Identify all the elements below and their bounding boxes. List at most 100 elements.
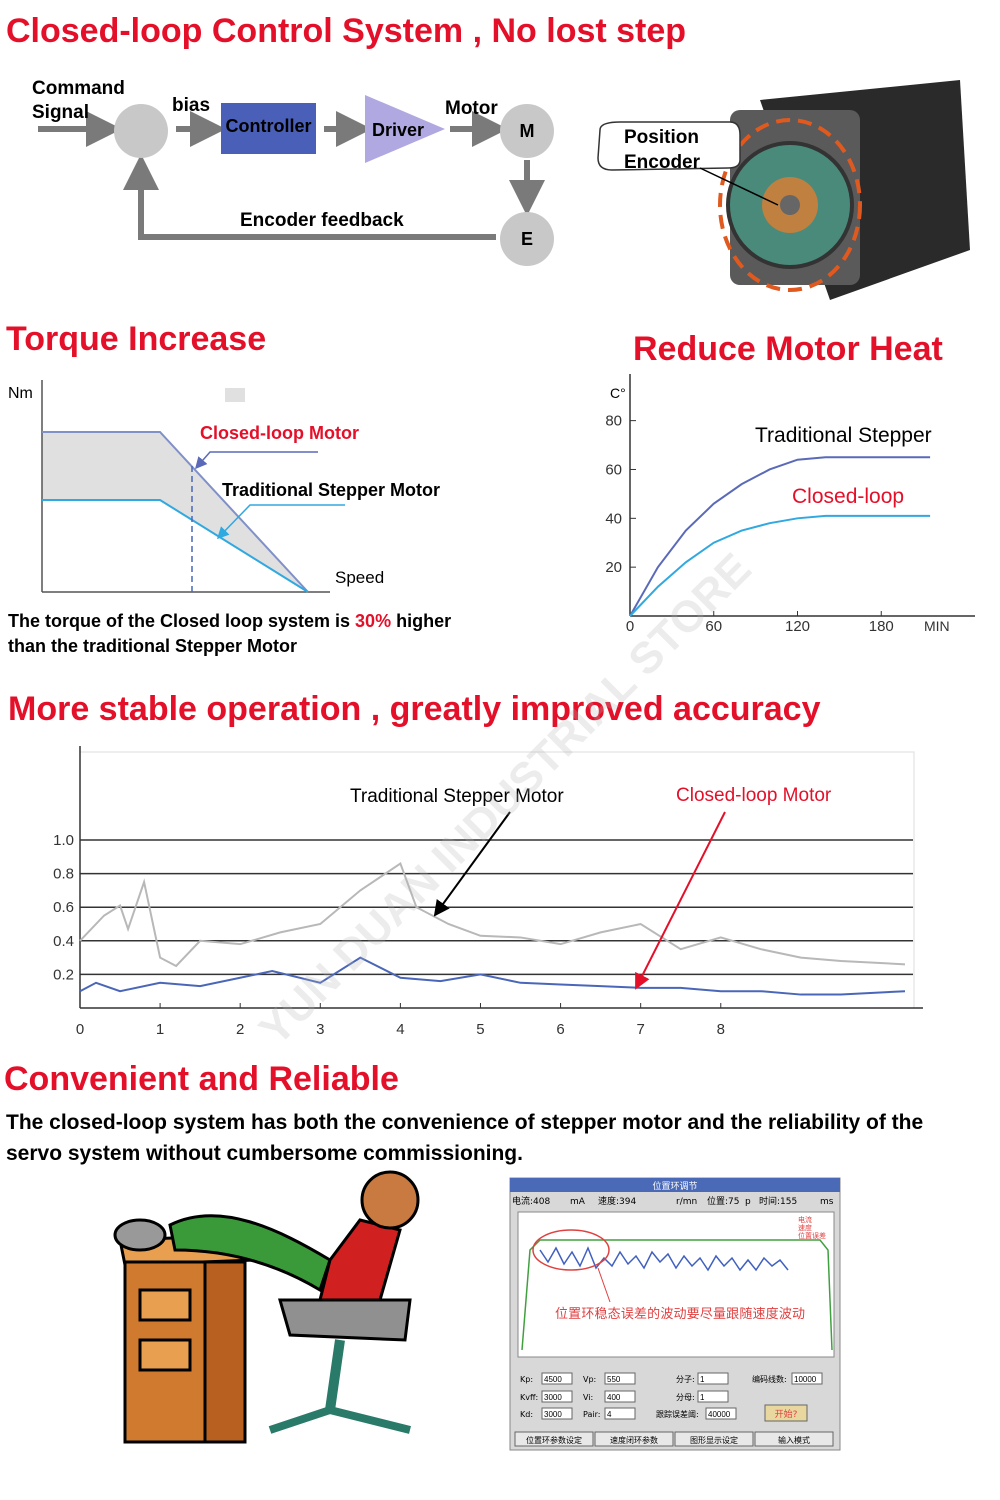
input-box [791,1372,823,1385]
axis-label: Speed [335,568,385,587]
button-label: 开始? [775,1408,798,1420]
field-value: 1 [700,1393,705,1402]
torque-chart [41,380,345,593]
screenshot-frame [509,1177,841,1451]
diagram-arrows [38,111,545,240]
field-value: 4500 [544,1375,562,1384]
readout: ms [820,1197,834,1207]
input-box [604,1390,636,1403]
field-value: 4 [607,1410,612,1419]
legend-label: 位置误差 [798,1231,826,1240]
driver-triangle [365,95,445,163]
x-tick-label: 1 [156,1021,164,1038]
input-box [604,1372,636,1385]
diagram-label: Controller [225,116,312,136]
tab [754,1431,834,1447]
section-title: Convenient and Reliable [4,1060,399,1098]
diagram-label: Encoder feedback [240,210,404,231]
y-tick-label: 0.8 [53,866,74,883]
x-tick-label: 180 [869,618,894,635]
caption-text: higher than the traditional Stepper Moto… [8,611,452,656]
readout: r/mn [676,1197,697,1207]
field-label: Kp: [520,1375,533,1384]
y-tick-label: 80 [605,413,622,430]
data-line [629,456,931,617]
input-box [541,1407,573,1420]
input-box [705,1407,737,1420]
tab-label: 输入模式 [778,1435,810,1445]
curve-label: Closed-loop Motor [200,423,359,443]
diagram-label: Command Signal [32,78,125,123]
field-value: 10000 [794,1375,817,1384]
x-tick-label: 6 [556,1021,564,1038]
y-tick-label: 40 [605,510,622,527]
input-box [604,1407,636,1420]
tab-label: 速度闭环参数 [610,1435,658,1445]
x-tick-label: 0 [626,618,634,635]
diagram-label: bias [172,95,211,116]
x-tick-label: 3 [316,1021,324,1038]
data-line [79,861,906,968]
field-value: 40000 [708,1410,731,1419]
legend-label: Closed-loop Motor [676,785,832,806]
x-tick-label: 60 [705,618,722,635]
pointer-arrow [433,811,511,917]
tab [594,1431,674,1447]
field-value: 550 [607,1375,621,1384]
readout: 位置:75 [707,1195,740,1207]
input-box [541,1372,573,1385]
axis-label: C° [610,385,626,401]
field-label: Vp: [583,1375,596,1384]
y-tick-label: 0.2 [53,966,74,983]
cartoon-image [113,1170,420,1444]
field-label: Vi: [583,1393,593,1402]
paragraph: The closed-loop system has both the conv… [6,1111,924,1165]
y-tick-label: 0.4 [53,933,74,950]
diagram-label: Motor [445,98,498,119]
legend-label: Traditional Stepper Motor [350,786,564,807]
motor-image [597,80,970,300]
diagram-label: M [519,121,535,141]
x-tick-label: 2 [236,1021,244,1038]
y-tick-label: 0.6 [53,899,74,916]
legend-label: 电流 [798,1215,812,1224]
input-box [697,1372,729,1385]
field-value: 1 [700,1375,705,1384]
x-tick-label: 8 [717,1021,725,1038]
input-box [541,1390,573,1403]
legend-label: Traditional Stepper [755,424,932,447]
pointer-arrow [635,811,726,990]
diagram-label: E [520,229,533,249]
field-label: 分子: [676,1375,695,1384]
tab-label: 图形显示设定 [690,1435,738,1445]
legend-label: Closed-loop [792,485,904,508]
controller-box [221,103,316,154]
readout: 电流:408 [512,1195,550,1207]
y-tick-label: 20 [605,559,622,576]
readout: p [745,1197,751,1207]
curve-label: Traditional Stepper Motor [222,480,441,500]
readout: mA [570,1197,586,1207]
legend-label: 速度 [798,1223,812,1232]
field-label: 编码线数: [752,1374,787,1384]
data-line [79,956,906,996]
caption-highlight: 30% [355,611,392,631]
sum-node [114,104,168,158]
section-title: Closed-loop Control System , No lost ste… [6,12,687,50]
tab [514,1431,594,1447]
caption-text: The torque of the Closed loop system is [8,611,356,631]
readout: 时间:155 [759,1195,797,1207]
y-tick-label: 60 [605,461,622,478]
encoder-node [500,212,554,266]
y-tick-label: 1.0 [53,832,74,849]
field-label: Pair: [583,1410,600,1419]
diagram-label: Driver [372,120,425,140]
field-label: Kd: [520,1410,533,1419]
tab-label: 位置环参数设定 [526,1435,582,1445]
field-value: 400 [607,1393,621,1402]
x-tick-label: 7 [637,1021,645,1038]
axis-label: MIN [924,618,950,634]
axis-label: Nm [8,385,33,402]
